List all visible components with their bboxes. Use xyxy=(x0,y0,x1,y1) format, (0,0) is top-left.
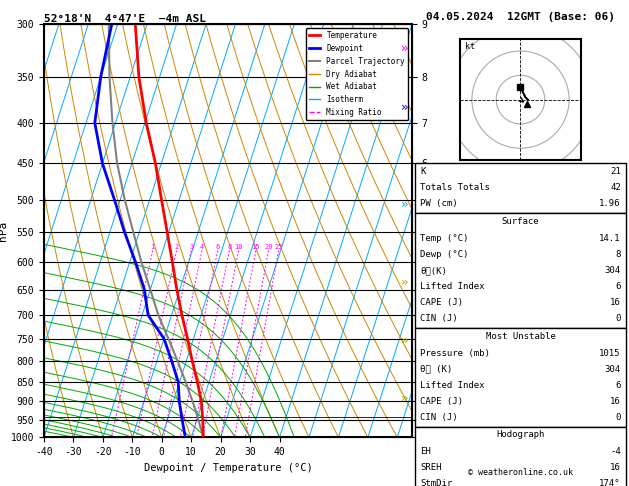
Text: 1: 1 xyxy=(150,244,155,250)
Text: 304: 304 xyxy=(604,266,621,275)
Text: »: » xyxy=(401,101,409,113)
Text: 25: 25 xyxy=(274,244,283,250)
Text: Pressure (mb): Pressure (mb) xyxy=(420,348,490,358)
Text: CAPE (J): CAPE (J) xyxy=(420,298,463,307)
Text: Surface: Surface xyxy=(502,217,539,226)
Text: 4: 4 xyxy=(200,244,204,250)
Text: 42: 42 xyxy=(610,183,621,192)
Text: Temp (°C): Temp (°C) xyxy=(420,234,469,243)
Text: kt: kt xyxy=(465,42,475,51)
Text: »: » xyxy=(401,198,409,210)
Text: 1.96: 1.96 xyxy=(599,199,621,208)
Text: Most Unstable: Most Unstable xyxy=(486,331,555,341)
Text: 1015: 1015 xyxy=(599,348,621,358)
Text: K: K xyxy=(420,167,426,176)
Text: StmDir: StmDir xyxy=(420,479,452,486)
Text: 52°18'N  4°47'E  −4m ASL: 52°18'N 4°47'E −4m ASL xyxy=(44,14,206,23)
Text: CAPE (J): CAPE (J) xyxy=(420,397,463,406)
Text: Lifted Index: Lifted Index xyxy=(420,381,485,390)
Text: CIN (J): CIN (J) xyxy=(420,314,458,323)
Text: 14.1: 14.1 xyxy=(599,234,621,243)
Text: »: » xyxy=(401,42,409,55)
Text: EH: EH xyxy=(420,447,431,456)
Legend: Temperature, Dewpoint, Parcel Trajectory, Dry Adiabat, Wet Adiabat, Isotherm, Mi: Temperature, Dewpoint, Parcel Trajectory… xyxy=(306,28,408,120)
Text: 6: 6 xyxy=(615,282,621,291)
Text: -4: -4 xyxy=(610,447,621,456)
Text: 6: 6 xyxy=(216,244,220,250)
X-axis label: Dewpoint / Temperature (°C): Dewpoint / Temperature (°C) xyxy=(143,463,313,473)
Text: Dewp (°C): Dewp (°C) xyxy=(420,250,469,259)
Text: 304: 304 xyxy=(604,364,621,374)
Text: 04.05.2024  12GMT (Base: 06): 04.05.2024 12GMT (Base: 06) xyxy=(426,12,615,22)
Text: Lifted Index: Lifted Index xyxy=(420,282,485,291)
Text: 8: 8 xyxy=(615,250,621,259)
Text: 20: 20 xyxy=(264,244,273,250)
Text: 21: 21 xyxy=(610,167,621,176)
Text: 2: 2 xyxy=(174,244,179,250)
Text: SREH: SREH xyxy=(420,463,442,472)
Text: LCL: LCL xyxy=(416,413,431,421)
Text: 8: 8 xyxy=(227,244,231,250)
Text: 0: 0 xyxy=(615,314,621,323)
Text: 3: 3 xyxy=(189,244,193,250)
Text: Totals Totals: Totals Totals xyxy=(420,183,490,192)
Text: »: » xyxy=(401,334,409,347)
Text: CIN (J): CIN (J) xyxy=(420,413,458,422)
Text: 16: 16 xyxy=(610,298,621,307)
Text: 15: 15 xyxy=(252,244,260,250)
Text: »: » xyxy=(401,276,409,288)
Text: © weatheronline.co.uk: © weatheronline.co.uk xyxy=(468,468,573,477)
Text: »: » xyxy=(401,392,409,405)
Text: 16: 16 xyxy=(610,463,621,472)
Text: 10: 10 xyxy=(235,244,243,250)
Y-axis label: hPa: hPa xyxy=(0,221,8,241)
Text: 174°: 174° xyxy=(599,479,621,486)
Text: Hodograph: Hodograph xyxy=(496,430,545,439)
Text: 0: 0 xyxy=(615,413,621,422)
Text: PW (cm): PW (cm) xyxy=(420,199,458,208)
Text: 16: 16 xyxy=(610,397,621,406)
Text: θᴄ (K): θᴄ (K) xyxy=(420,364,452,374)
Y-axis label: km
ASL: km ASL xyxy=(444,231,462,252)
Text: θᴄ(K): θᴄ(K) xyxy=(420,266,447,275)
Text: 6: 6 xyxy=(615,381,621,390)
